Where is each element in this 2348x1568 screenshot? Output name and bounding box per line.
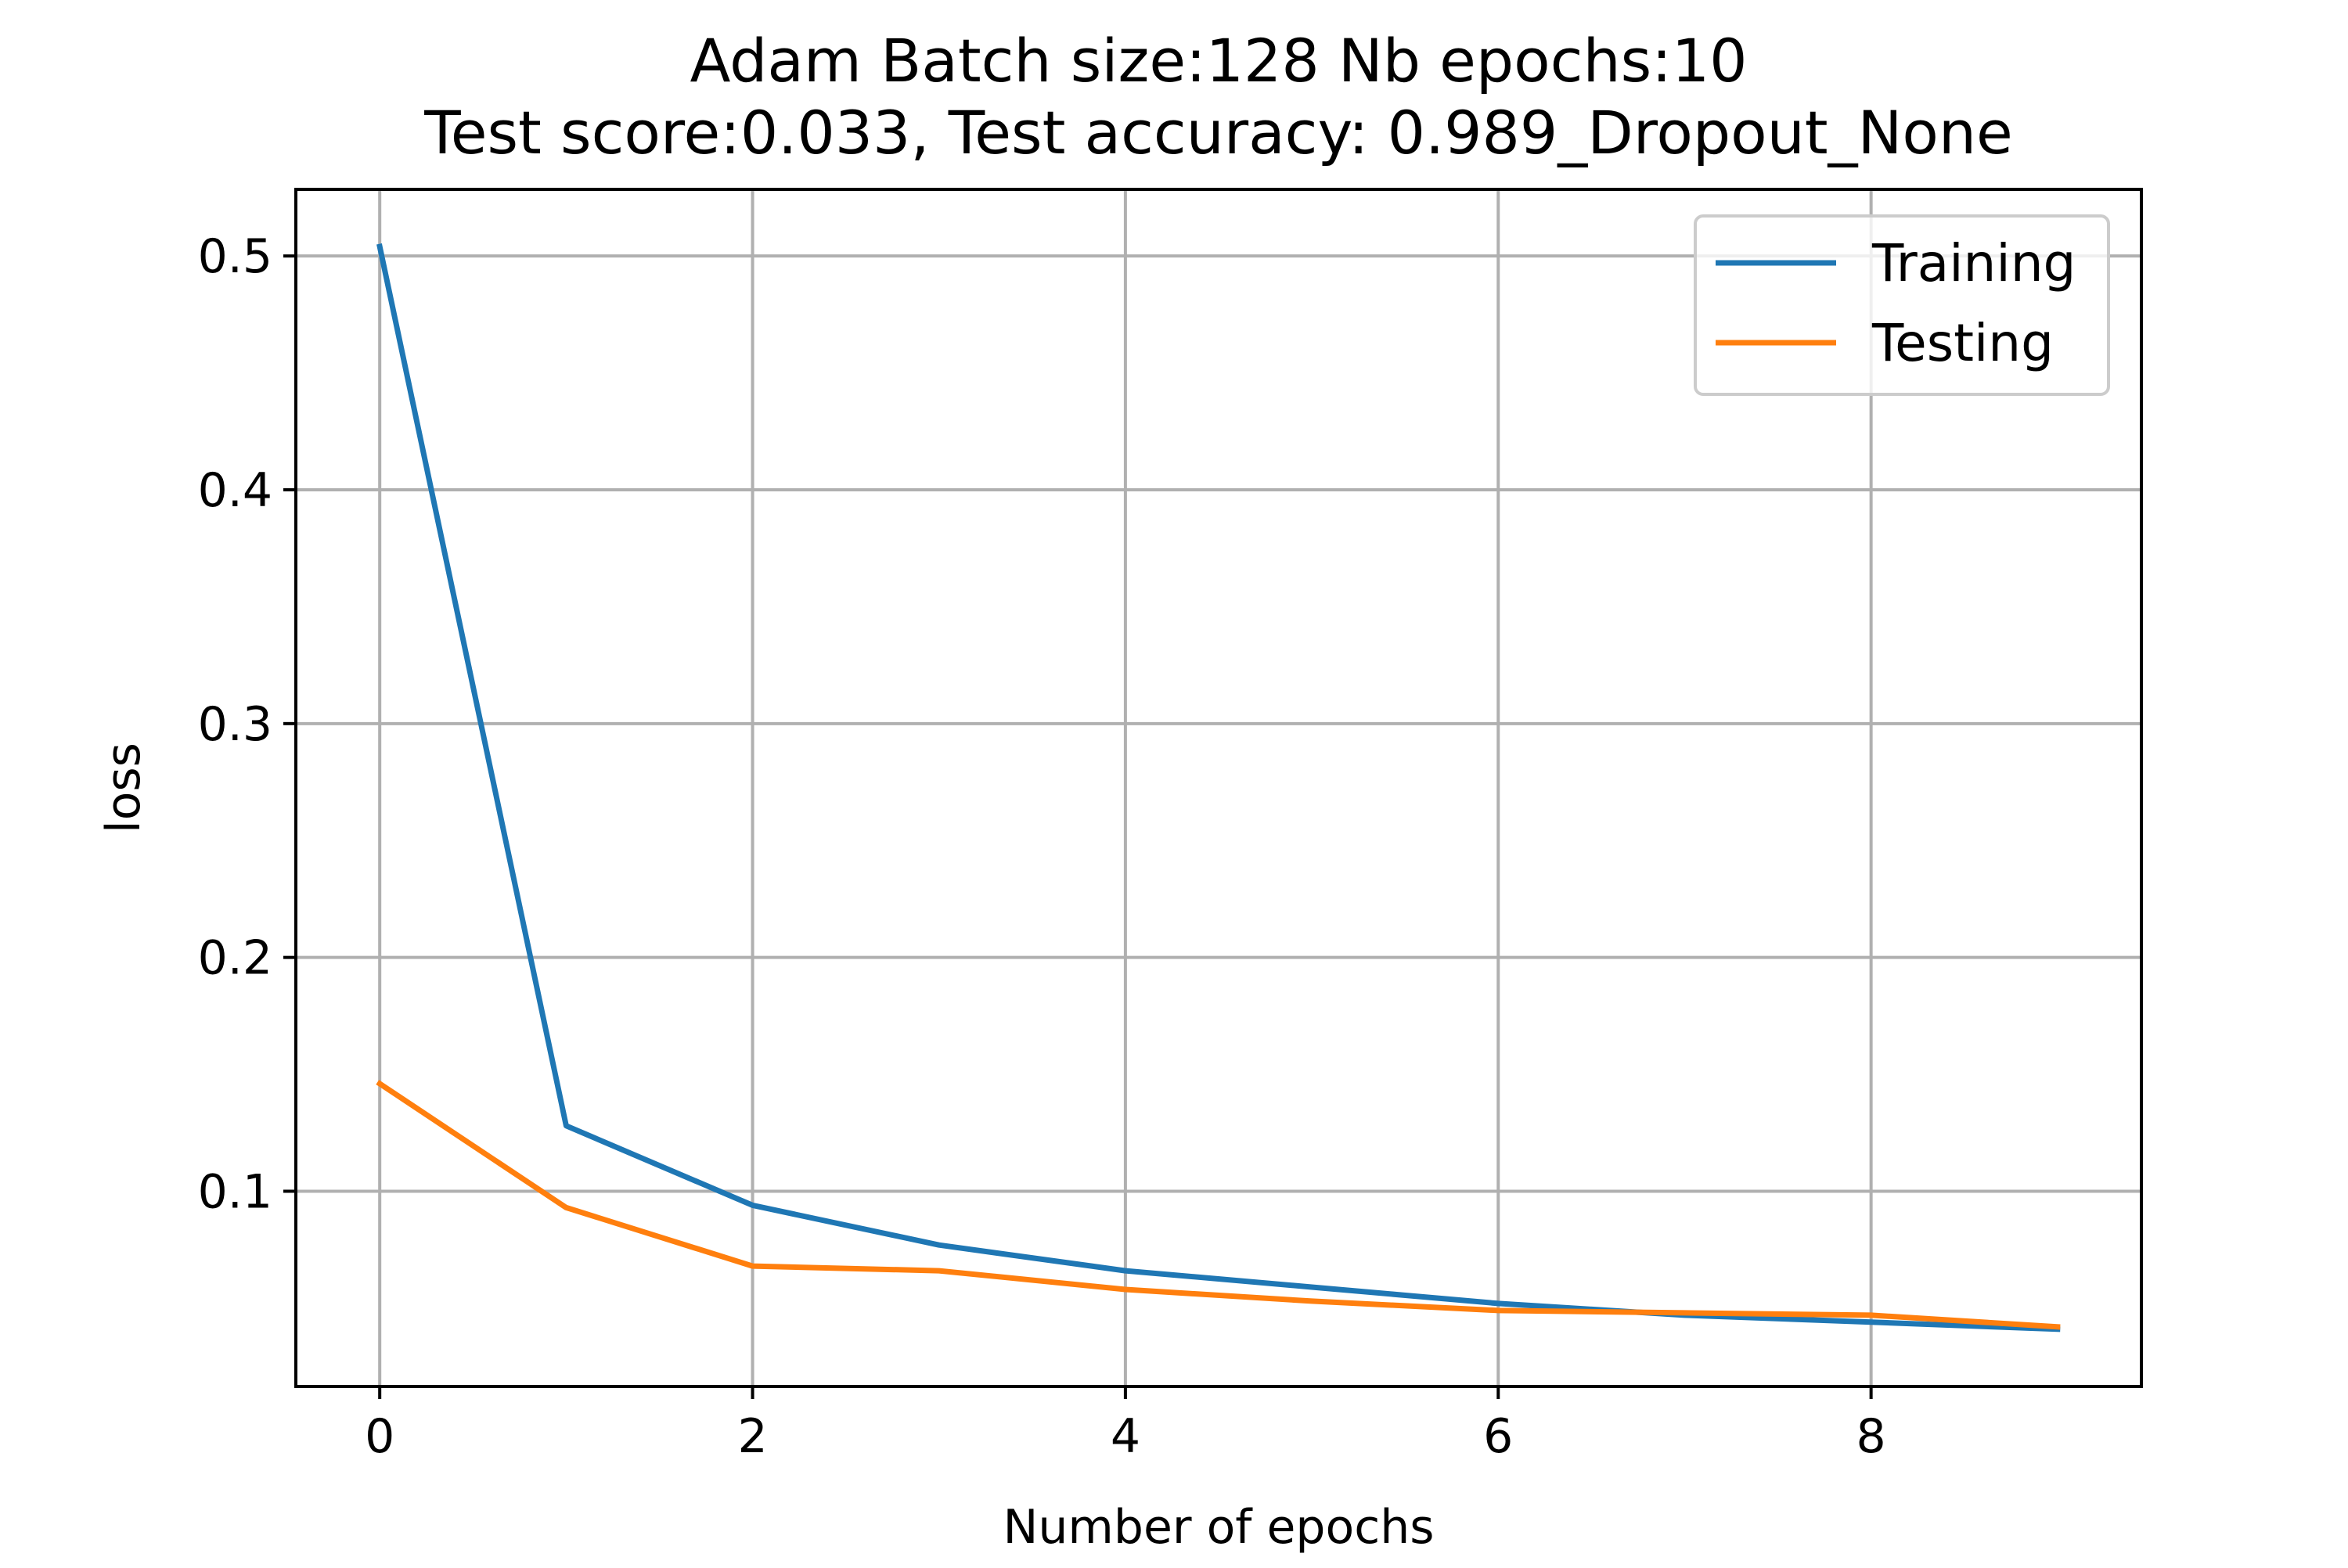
- x-tick-label-0: 0: [365, 1409, 394, 1464]
- y-tick-label-3: 0.4: [198, 463, 272, 518]
- legend-label-training: Training: [1871, 233, 2076, 293]
- series-layer: [376, 243, 2061, 1332]
- axes-frame: [294, 188, 2143, 1388]
- series-line-testing: [376, 1080, 2061, 1330]
- chart-title-line-2: Test score:0.033, Test accuracy: 0.989_D…: [423, 98, 2013, 167]
- x-tick-label-2: 4: [1111, 1409, 1140, 1464]
- legend: Training Testing: [1694, 214, 2110, 396]
- y-tick-label-4: 0.5: [198, 229, 272, 284]
- y-axis-label: loss: [96, 743, 151, 833]
- ticks-layer: 0 2 4 6 8 0.1 0.2 0.3 0.4 0.5: [198, 229, 1886, 1464]
- series-line-training: [376, 243, 2061, 1332]
- y-tick-label-1: 0.2: [198, 931, 272, 986]
- x-tick-label-3: 6: [1483, 1409, 1513, 1464]
- y-tick-label-2: 0.3: [198, 697, 272, 752]
- chart-title-line-1: Adam Batch size:128 Nb epochs:10: [690, 26, 1747, 95]
- x-tick-label-1: 2: [737, 1409, 767, 1464]
- x-tick-label-4: 8: [1856, 1409, 1886, 1464]
- legend-entries: Training Testing: [1716, 233, 2076, 373]
- x-axis-label: Number of epochs: [1003, 1500, 1435, 1555]
- legend-label-testing: Testing: [1871, 313, 2054, 373]
- y-tick-label-0: 0.1: [198, 1164, 272, 1219]
